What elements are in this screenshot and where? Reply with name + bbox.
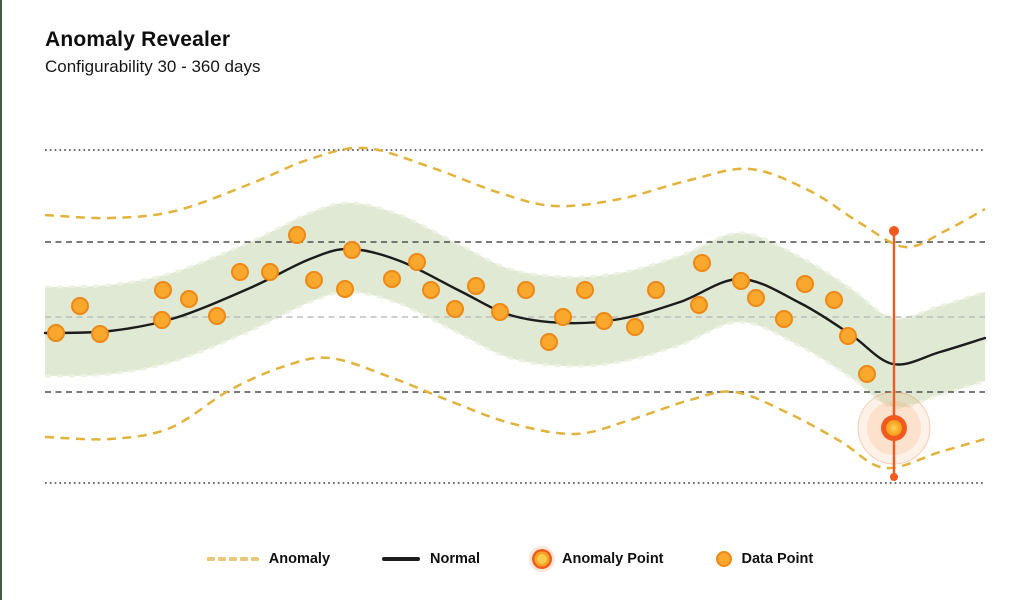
- data-point[interactable]: [422, 281, 440, 299]
- data-point[interactable]: [408, 253, 426, 271]
- data-point[interactable]: [839, 327, 857, 345]
- data-point[interactable]: [336, 280, 354, 298]
- data-point[interactable]: [858, 365, 876, 383]
- data-point[interactable]: [540, 333, 558, 351]
- data-point[interactable]: [576, 281, 594, 299]
- anomaly-line-top-dot: [889, 226, 899, 236]
- data-point[interactable]: [626, 318, 644, 336]
- data-point[interactable]: [305, 271, 323, 289]
- legend-item-anomaly[interactable]: Anomaly: [206, 551, 331, 567]
- data-point[interactable]: [91, 325, 109, 343]
- left-edge-accent: [0, 0, 2, 600]
- header: Anomaly Revealer Configurability 30 - 36…: [45, 28, 260, 77]
- data-points: [47, 226, 876, 383]
- confidence-band: [44, 201, 986, 410]
- anomaly-marker[interactable]: [857, 226, 931, 481]
- data-point[interactable]: [595, 312, 613, 330]
- data-point[interactable]: [796, 275, 814, 293]
- data-point[interactable]: [693, 254, 711, 272]
- gridlines: [45, 149, 985, 484]
- band-edge-bottom: [44, 290, 986, 410]
- data-point[interactable]: [208, 307, 226, 325]
- data-point[interactable]: [153, 311, 171, 329]
- legend: Anomaly Normal Anomaly Point Data Point: [0, 549, 1020, 569]
- data-point[interactable]: [647, 281, 665, 299]
- data-point[interactable]: [775, 310, 793, 328]
- data-point[interactable]: [154, 281, 172, 299]
- data-point[interactable]: [467, 277, 485, 295]
- data-point[interactable]: [747, 289, 765, 307]
- legend-item-data-point[interactable]: Data Point: [715, 551, 814, 567]
- data-point[interactable]: [343, 241, 361, 259]
- anomaly-point-swatch-icon: [532, 549, 552, 569]
- data-point[interactable]: [446, 300, 464, 318]
- anomaly-lower-curve: [44, 356, 986, 470]
- legend-item-normal[interactable]: Normal: [382, 551, 480, 567]
- normal-line-swatch-icon: [382, 557, 421, 561]
- data-point[interactable]: [71, 297, 89, 315]
- anomaly-line-bottom-dot: [890, 473, 898, 481]
- data-point[interactable]: [261, 263, 279, 281]
- data-point[interactable]: [383, 270, 401, 288]
- data-point[interactable]: [288, 226, 306, 244]
- band-edge-top: [44, 201, 986, 321]
- data-point[interactable]: [690, 296, 708, 314]
- legend-item-anomaly-point[interactable]: Anomaly Point: [532, 549, 664, 569]
- data-point[interactable]: [825, 291, 843, 309]
- data-point-swatch-icon: [715, 551, 732, 567]
- data-point[interactable]: [47, 324, 65, 342]
- data-point[interactable]: [491, 303, 509, 321]
- data-point[interactable]: [180, 290, 198, 308]
- band-fill: [45, 202, 985, 408]
- page-title: Anomaly Revealer: [45, 28, 231, 51]
- page-subtitle: Configurability 30 - 360 days: [45, 57, 261, 76]
- data-point[interactable]: [517, 281, 535, 299]
- data-point[interactable]: [732, 272, 750, 290]
- anomaly-dash-swatch-icon: [206, 556, 259, 562]
- legend-label-anomaly: Anomaly: [268, 551, 331, 567]
- legend-label-anomaly-point: Anomaly Point: [562, 551, 664, 567]
- anomaly-bound-curves: [44, 146, 986, 470]
- data-point[interactable]: [554, 308, 572, 326]
- legend-label-normal: Normal: [430, 551, 480, 567]
- legend-label-data-point: Data Point: [741, 551, 814, 567]
- anomaly-upper-curve: [44, 146, 986, 249]
- data-point[interactable]: [231, 263, 249, 281]
- anomaly-point-core[interactable]: [886, 420, 902, 436]
